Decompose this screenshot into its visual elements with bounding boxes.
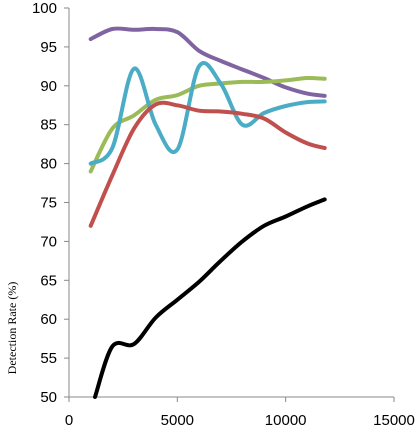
y-tick-label: 55 [40,350,57,367]
y-axis-title: Detection Rate (%) [5,282,19,375]
series-line-5 [93,197,327,399]
x-tick-label: 10000 [265,412,307,429]
x-tick-label: 15000 [373,412,415,429]
y-tick-label: 60 [40,311,57,328]
series-line-3 [88,61,327,166]
axes [64,7,395,402]
y-tick-label: 75 [40,195,57,212]
x-tick-label: 5000 [161,412,194,429]
y-tick-label: 65 [40,272,57,289]
series-line-1 [88,26,327,98]
y-tick-label: 95 [40,39,57,56]
series-lines [88,26,327,399]
series-line-4 [88,100,327,228]
y-tick-label: 85 [40,117,57,134]
tick-labels: 50 55 60 65 70 75 80 85 90 95 100 0 5000 10000 15000 [32,0,415,429]
y-tick-label: 90 [40,78,57,95]
y-tick-label: 100 [32,0,57,17]
y-tick-label: 50 [40,389,57,406]
y-tick-label: 70 [40,233,57,250]
y-tick-label: 80 [40,156,57,173]
x-tick-label: 0 [65,412,73,429]
series-line-2 [88,75,327,174]
